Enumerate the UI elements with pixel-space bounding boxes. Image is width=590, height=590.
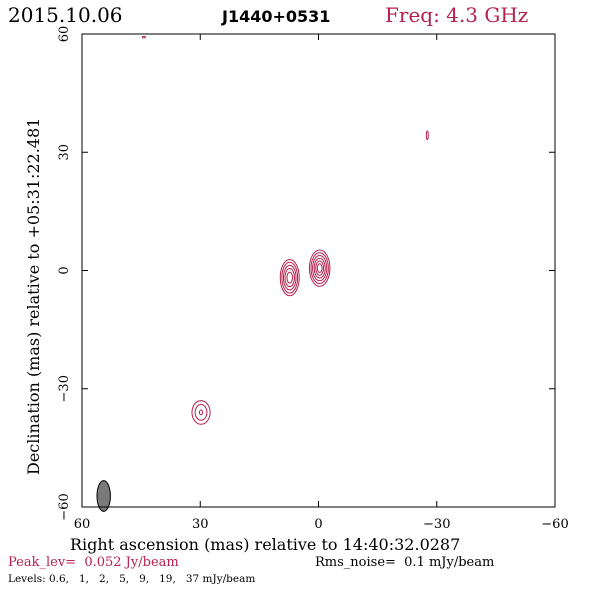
beam-layer bbox=[96, 480, 111, 512]
y-axis-label: Declination (mas) relative to +05:31:22.… bbox=[24, 118, 43, 475]
spot-ne-contour-1 bbox=[425, 130, 429, 141]
core-contour-3 bbox=[312, 255, 328, 282]
x-tick-label: −30 bbox=[423, 517, 450, 532]
y-tick-label: 30 bbox=[57, 144, 72, 161]
inner-jet-contour-2 bbox=[281, 261, 299, 294]
x-tick-label: 30 bbox=[192, 517, 209, 532]
contour-levels: Levels: 0.6, 1, 2, 5, 9, 19, 37 mJy/beam bbox=[8, 573, 255, 585]
core-contour-5 bbox=[315, 260, 325, 276]
inner-jet-contour-4 bbox=[284, 268, 295, 288]
x-tick-label: 0 bbox=[314, 517, 322, 532]
core-contour-2 bbox=[310, 252, 329, 285]
core-contour-4 bbox=[313, 257, 326, 279]
y-tick-label: 60 bbox=[57, 26, 72, 43]
inner-jet-contour-1 bbox=[279, 258, 300, 297]
plot-frame bbox=[81, 33, 556, 508]
y-tick-label: −60 bbox=[57, 493, 72, 520]
beam-ellipse bbox=[96, 480, 111, 512]
spot-top-contour-1 bbox=[141, 35, 146, 39]
outer-jet-contour-2 bbox=[194, 404, 208, 421]
source-name: J1440+0531 bbox=[221, 7, 330, 26]
contour-layer bbox=[141, 35, 429, 425]
x-tick-label: −60 bbox=[541, 517, 568, 532]
outer-jet-contour-1 bbox=[191, 400, 211, 425]
rms-noise: Rms_noise= 0.1 mJy/beam bbox=[315, 555, 494, 570]
frequency-label: Freq: 4.3 GHz bbox=[385, 3, 528, 27]
core-contour-1 bbox=[308, 249, 331, 287]
x-axis-label: Right ascension (mas) relative to 14:40:… bbox=[70, 535, 460, 554]
outer-jet-contour-3 bbox=[198, 409, 204, 416]
y-tick-label: −30 bbox=[57, 375, 72, 402]
inner-jet-contour-3 bbox=[282, 264, 297, 291]
y-tick-label: 0 bbox=[57, 266, 72, 274]
x-tick-label: 60 bbox=[74, 517, 91, 532]
inner-jet-contour-5 bbox=[286, 271, 293, 284]
observation-date: 2015.10.06 bbox=[8, 3, 123, 27]
peak-level: Peak_lev= 0.052 Jy/beam bbox=[8, 555, 179, 570]
core-contour-6 bbox=[316, 263, 323, 273]
